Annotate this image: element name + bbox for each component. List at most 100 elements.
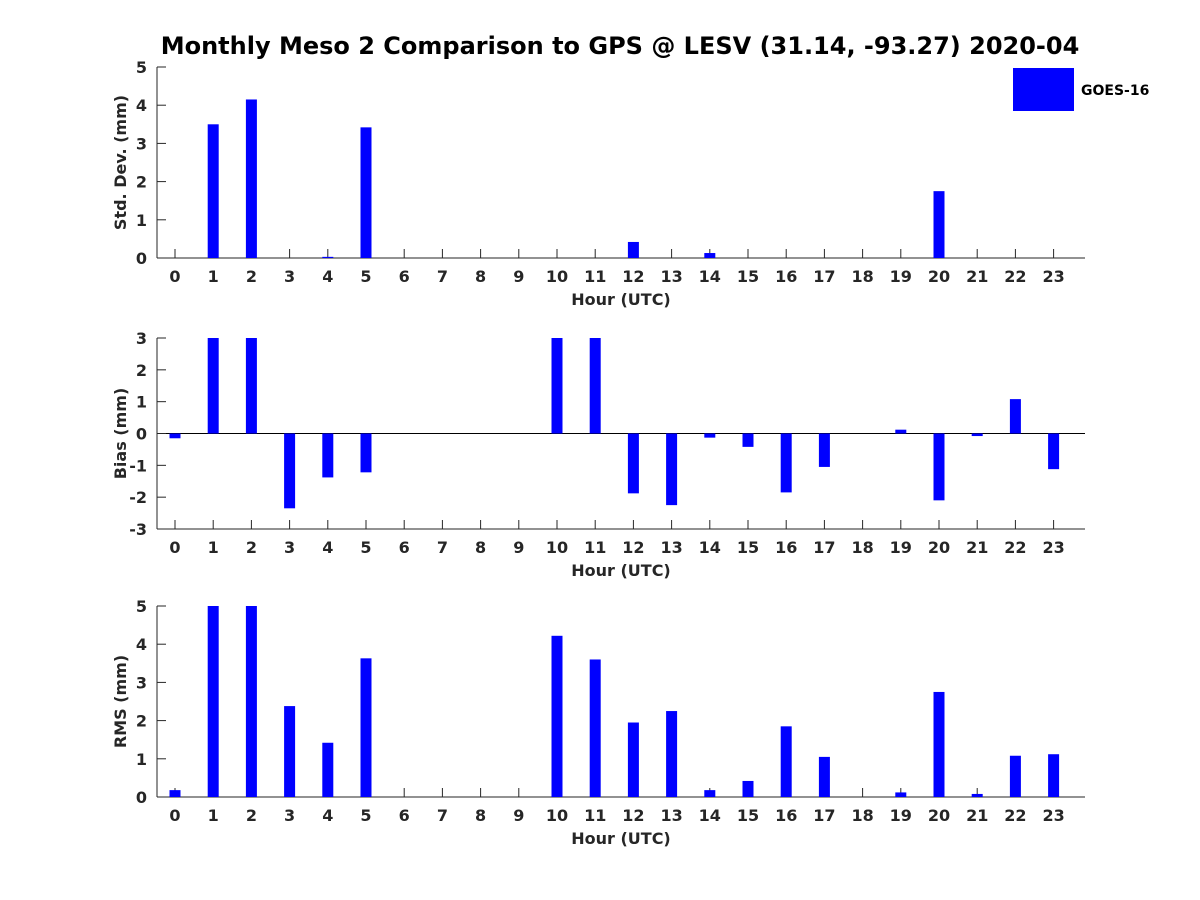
- bar: [780, 433, 792, 493]
- bar: [1009, 755, 1021, 797]
- bar: [742, 780, 754, 797]
- bar: [704, 790, 716, 797]
- bar: [895, 429, 907, 434]
- x-tick-label: 22: [1004, 267, 1026, 286]
- bar: [207, 606, 219, 797]
- x-tick-label: 13: [660, 267, 682, 286]
- y-tick-label: 3: [136, 134, 147, 153]
- bar: [207, 338, 219, 434]
- x-tick-label: 19: [890, 267, 912, 286]
- x-tick-label: 3: [284, 267, 295, 286]
- bar: [589, 338, 601, 434]
- x-tick-label: 17: [813, 538, 835, 557]
- x-tick-label: 17: [813, 806, 835, 825]
- x-tick-label: 11: [584, 538, 606, 557]
- y-tick-label: 0: [136, 249, 147, 268]
- x-tick-label: 5: [360, 806, 371, 825]
- x-tick-label: 1: [208, 267, 219, 286]
- x-tick-label: 15: [737, 267, 759, 286]
- y-tick-label: -2: [129, 488, 147, 507]
- x-tick-label: 2: [246, 538, 257, 557]
- bar: [169, 790, 181, 797]
- bar: [207, 124, 219, 258]
- x-axis-label: Hour (UTC): [571, 829, 671, 848]
- x-tick-label: 17: [813, 267, 835, 286]
- y-tick-label: 4: [136, 635, 147, 654]
- x-tick-label: 4: [322, 806, 333, 825]
- x-tick-label: 7: [437, 806, 448, 825]
- x-tick-label: 13: [660, 806, 682, 825]
- bar: [704, 433, 716, 438]
- x-tick-label: 13: [660, 538, 682, 557]
- x-tick-label: 15: [737, 806, 759, 825]
- bar: [360, 658, 372, 797]
- y-tick-label: 0: [136, 425, 147, 444]
- bar: [933, 433, 945, 501]
- x-tick-label: 20: [928, 806, 950, 825]
- x-tick-label: 7: [437, 267, 448, 286]
- x-tick-label: 14: [699, 538, 721, 557]
- y-axis-label: Bias (mm): [111, 388, 130, 480]
- bar: [551, 635, 563, 797]
- bar: [627, 241, 639, 258]
- chart-title: Monthly Meso 2 Comparison to GPS @ LESV …: [161, 32, 1080, 60]
- bar: [322, 256, 334, 258]
- bar: [933, 191, 945, 258]
- y-tick-label: 2: [136, 173, 147, 192]
- x-tick-label: 18: [851, 267, 873, 286]
- x-tick-label: 2: [246, 267, 257, 286]
- x-tick-label: 3: [284, 538, 295, 557]
- x-tick-label: 9: [513, 267, 524, 286]
- x-tick-label: 0: [169, 806, 180, 825]
- bar: [360, 433, 372, 473]
- x-tick-label: 8: [475, 806, 486, 825]
- x-tick-label: 8: [475, 267, 486, 286]
- x-tick-label: 16: [775, 267, 797, 286]
- y-tick-label: 0: [136, 788, 147, 807]
- x-tick-label: 16: [775, 538, 797, 557]
- x-tick-label: 20: [928, 267, 950, 286]
- bar: [284, 706, 296, 797]
- bar: [666, 433, 678, 506]
- bar: [551, 338, 563, 434]
- bar: [322, 742, 334, 797]
- bar: [627, 433, 639, 494]
- y-tick-label: 5: [136, 58, 147, 77]
- x-tick-label: 12: [622, 538, 644, 557]
- bar: [971, 433, 983, 437]
- x-tick-label: 8: [475, 538, 486, 557]
- x-tick-label: 23: [1042, 538, 1064, 557]
- x-tick-label: 12: [622, 806, 644, 825]
- x-tick-label: 21: [966, 267, 988, 286]
- x-axis-label: Hour (UTC): [571, 561, 671, 580]
- x-tick-label: 4: [322, 267, 333, 286]
- x-tick-label: 15: [737, 538, 759, 557]
- y-tick-label: 1: [136, 393, 147, 412]
- bar: [971, 793, 983, 797]
- x-tick-label: 4: [322, 538, 333, 557]
- x-tick-label: 20: [928, 538, 950, 557]
- x-tick-label: 9: [513, 538, 524, 557]
- x-tick-label: 16: [775, 806, 797, 825]
- x-tick-label: 14: [699, 806, 721, 825]
- bar: [589, 659, 601, 797]
- x-tick-label: 0: [169, 267, 180, 286]
- bar: [1048, 433, 1060, 470]
- y-tick-label: 3: [136, 329, 147, 348]
- bar: [245, 99, 257, 258]
- x-tick-label: 12: [622, 267, 644, 286]
- y-tick-label: 2: [136, 361, 147, 380]
- bar: [322, 433, 334, 478]
- legend-swatch: [1013, 68, 1074, 111]
- x-tick-label: 0: [169, 538, 180, 557]
- y-tick-label: 1: [136, 750, 147, 769]
- y-tick-label: 3: [136, 673, 147, 692]
- x-tick-label: 11: [584, 267, 606, 286]
- x-tick-label: 10: [546, 806, 568, 825]
- bar: [704, 253, 716, 258]
- y-tick-label: -1: [129, 456, 147, 475]
